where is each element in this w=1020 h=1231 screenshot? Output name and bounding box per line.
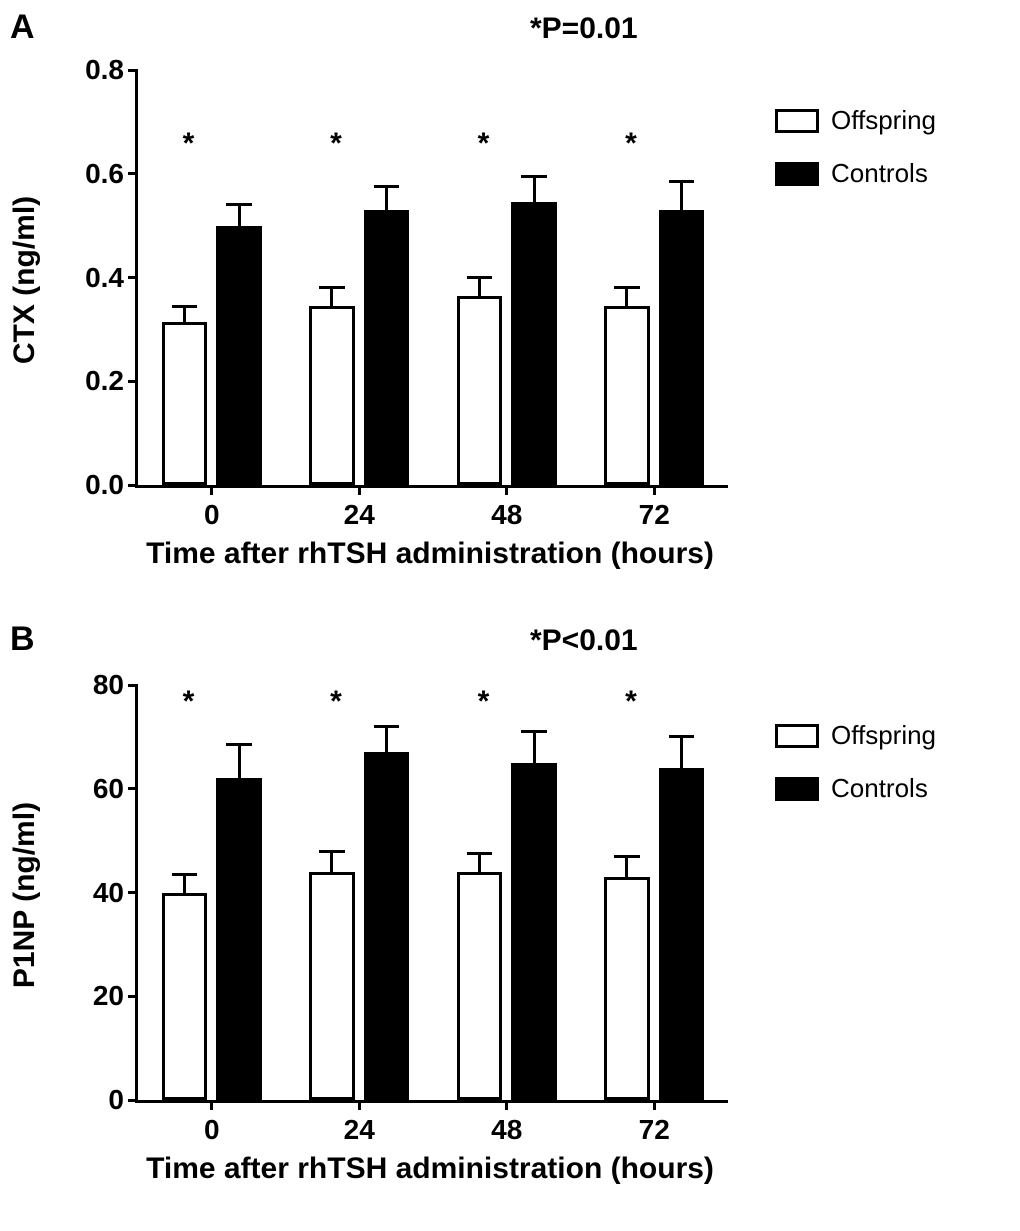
x-tick-label: 72: [639, 1100, 670, 1146]
error-bar: [533, 732, 536, 763]
y-tick-label: 0.6: [85, 158, 138, 190]
significance-star: *: [330, 685, 342, 719]
error-bar-cap: [374, 725, 399, 728]
bar: [457, 296, 503, 485]
bar: [604, 877, 650, 1100]
x-axis-label: Time after rhTSH administration (hours): [146, 537, 714, 571]
x-axis-label: Time after rhTSH administration (hours): [146, 1152, 714, 1186]
significance-star: *: [330, 127, 342, 161]
error-bar: [183, 306, 186, 322]
bar: [659, 210, 705, 485]
bar: [216, 778, 262, 1100]
error-bar-cap: [226, 743, 251, 746]
plot-area: 0.00.20.40.60.80*24*48*72*: [135, 70, 728, 488]
legend-label: Offspring: [819, 105, 936, 136]
significance-star: *: [478, 685, 490, 719]
legend-item: Offspring: [775, 720, 936, 751]
bar: [604, 306, 650, 485]
y-tick-label: 0.8: [85, 54, 138, 86]
bar: [457, 872, 503, 1100]
error-bar: [385, 187, 388, 210]
legend: Offspring Controls: [775, 720, 936, 826]
bar: [309, 306, 355, 485]
error-bar: [478, 854, 481, 872]
error-bar: [680, 737, 683, 768]
x-tick-label: 0: [204, 485, 220, 531]
bar: [659, 768, 705, 1100]
significance-star: *: [478, 127, 490, 161]
bar: [162, 322, 208, 485]
error-bar-cap: [319, 850, 344, 853]
error-bar: [238, 205, 241, 226]
bar: [216, 226, 262, 485]
bar: [364, 752, 410, 1100]
x-tick-label: 24: [344, 485, 375, 531]
x-tick-label: 72: [639, 485, 670, 531]
error-bar-cap: [319, 286, 344, 289]
error-bar: [680, 182, 683, 211]
legend-swatch: [775, 777, 819, 801]
x-tick-label: 24: [344, 1100, 375, 1146]
bar: [309, 872, 355, 1100]
error-bar-cap: [374, 185, 399, 188]
x-tick-label: 48: [491, 1100, 522, 1146]
x-tick-label: 48: [491, 485, 522, 531]
bar: [364, 210, 410, 485]
legend: Offspring Controls: [775, 105, 936, 211]
error-bar-cap: [614, 286, 639, 289]
panel-label: B: [10, 620, 35, 659]
figure-root: A*P=0.010.00.20.40.60.80*24*48*72*CTX (n…: [0, 0, 1020, 1231]
error-bar-cap: [467, 276, 492, 279]
p-value: *P=0.01: [530, 12, 638, 46]
legend-label: Controls: [819, 158, 928, 189]
error-bar: [625, 856, 628, 877]
y-tick-label: 0.4: [85, 262, 138, 294]
significance-star: *: [625, 685, 637, 719]
significance-star: *: [625, 127, 637, 161]
error-bar-cap: [226, 203, 251, 206]
legend-swatch: [775, 724, 819, 748]
legend-swatch: [775, 162, 819, 186]
error-bar: [238, 745, 241, 779]
y-tick-label: 40: [93, 877, 138, 909]
legend-label: Controls: [819, 773, 928, 804]
x-tick-label: 0: [204, 1100, 220, 1146]
error-bar: [330, 288, 333, 306]
y-tick-label: 60: [93, 773, 138, 805]
error-bar: [330, 851, 333, 872]
legend-item: Offspring: [775, 105, 936, 136]
error-bar-cap: [172, 873, 197, 876]
error-bar: [533, 176, 536, 202]
legend-label: Offspring: [819, 720, 936, 751]
legend-item: Controls: [775, 158, 936, 189]
y-tick-label: 0: [108, 1084, 138, 1116]
error-bar-cap: [467, 852, 492, 855]
y-tick-label: 0.0: [85, 469, 138, 501]
y-tick-label: 80: [93, 669, 138, 701]
panel-label: A: [10, 8, 35, 47]
legend-item: Controls: [775, 773, 936, 804]
error-bar-cap: [172, 305, 197, 308]
error-bar: [385, 727, 388, 753]
error-bar: [625, 288, 628, 306]
y-axis-label: P1NP (ng/ml): [8, 795, 42, 995]
error-bar-cap: [669, 735, 694, 738]
plot-area: 0204060800*24*48*72*: [135, 685, 728, 1103]
bar: [162, 893, 208, 1101]
error-bar-cap: [614, 855, 639, 858]
y-tick-label: 0.2: [85, 365, 138, 397]
y-axis-label: CTX (ng/ml): [8, 180, 42, 380]
error-bar: [183, 874, 186, 892]
error-bar-cap: [669, 180, 694, 183]
p-value: *P<0.01: [530, 624, 638, 658]
error-bar-cap: [521, 730, 546, 733]
bar: [511, 763, 557, 1100]
error-bar: [478, 278, 481, 296]
bar: [511, 202, 557, 485]
legend-swatch: [775, 109, 819, 133]
y-tick-label: 20: [93, 980, 138, 1012]
significance-star: *: [183, 685, 195, 719]
error-bar-cap: [521, 175, 546, 178]
significance-star: *: [183, 127, 195, 161]
